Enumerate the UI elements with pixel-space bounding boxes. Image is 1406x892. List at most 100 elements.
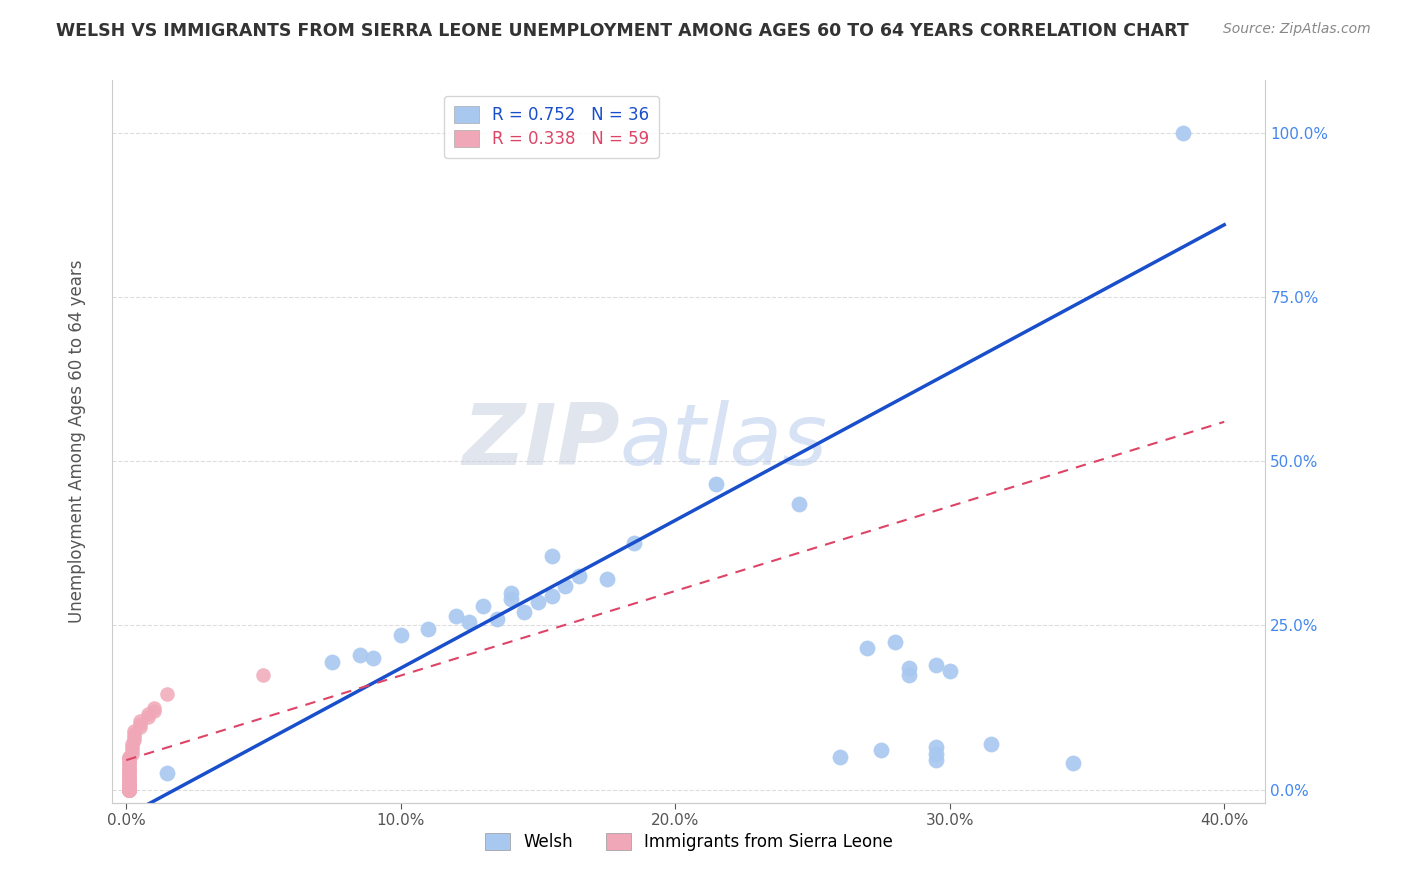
Point — [118, 749, 141, 764]
Point — [389, 628, 412, 642]
Point — [925, 739, 948, 754]
Point — [938, 665, 960, 679]
Point — [118, 782, 141, 797]
Point — [118, 756, 141, 771]
Point — [118, 778, 141, 792]
Point — [925, 753, 948, 767]
Point — [623, 536, 645, 550]
Point — [568, 569, 591, 583]
Point — [118, 764, 141, 779]
Point — [118, 782, 141, 797]
Point — [527, 595, 550, 609]
Point — [252, 667, 274, 681]
Point — [118, 782, 141, 797]
Point — [118, 782, 141, 797]
Point — [156, 766, 179, 780]
Point — [418, 622, 440, 636]
Point — [129, 717, 152, 731]
Point — [118, 751, 141, 765]
Point — [118, 755, 141, 769]
Point — [118, 760, 141, 774]
Point — [118, 768, 141, 782]
Point — [118, 780, 141, 794]
Point — [121, 747, 143, 761]
Point — [121, 739, 143, 754]
Point — [142, 704, 165, 718]
Point — [118, 774, 141, 789]
Point — [897, 661, 920, 675]
Point — [124, 733, 146, 747]
Point — [595, 573, 617, 587]
Point — [118, 772, 141, 787]
Text: Source: ZipAtlas.com: Source: ZipAtlas.com — [1223, 22, 1371, 37]
Point — [121, 743, 143, 757]
Point — [129, 720, 152, 734]
Text: atlas: atlas — [620, 400, 828, 483]
Point — [136, 710, 159, 724]
Point — [118, 782, 141, 797]
Point — [118, 766, 141, 780]
Point — [458, 615, 481, 630]
Point — [925, 747, 948, 761]
Point — [444, 608, 467, 623]
Point — [897, 667, 920, 681]
Point — [554, 579, 576, 593]
Point — [124, 723, 146, 738]
Point — [118, 780, 141, 795]
Point — [856, 641, 879, 656]
Point — [706, 477, 728, 491]
Point — [540, 589, 562, 603]
Point — [118, 782, 141, 797]
Point — [118, 777, 141, 791]
Legend: Welsh, Immigrants from Sierra Leone: Welsh, Immigrants from Sierra Leone — [477, 825, 901, 860]
Point — [118, 782, 141, 797]
Point — [118, 782, 141, 797]
Point — [118, 781, 141, 796]
Point — [828, 749, 851, 764]
Point — [321, 655, 343, 669]
Point — [118, 782, 141, 797]
Point — [118, 782, 141, 797]
Point — [883, 635, 905, 649]
Point — [1062, 756, 1084, 771]
Text: ZIP: ZIP — [463, 400, 620, 483]
Point — [118, 782, 141, 797]
Point — [118, 782, 141, 797]
Point — [118, 757, 141, 772]
Point — [118, 782, 141, 797]
Point — [118, 771, 141, 785]
Point — [118, 762, 141, 776]
Point — [118, 782, 141, 797]
Point — [136, 707, 159, 722]
Point — [118, 782, 141, 797]
Point — [472, 599, 495, 613]
Point — [142, 700, 165, 714]
Point — [980, 737, 1002, 751]
Point — [156, 687, 179, 701]
Point — [118, 780, 141, 794]
Text: WELSH VS IMMIGRANTS FROM SIERRA LEONE UNEMPLOYMENT AMONG AGES 60 TO 64 YEARS COR: WELSH VS IMMIGRANTS FROM SIERRA LEONE UN… — [56, 22, 1189, 40]
Point — [513, 605, 536, 619]
Point — [118, 782, 141, 797]
Point — [787, 497, 810, 511]
Point — [118, 763, 141, 777]
Point — [499, 585, 522, 599]
Point — [118, 782, 141, 797]
Point — [870, 743, 893, 757]
Point — [124, 730, 146, 744]
Point — [485, 612, 508, 626]
Point — [118, 775, 141, 789]
Point — [118, 782, 141, 797]
Point — [124, 727, 146, 741]
Point — [925, 657, 948, 672]
Point — [540, 549, 562, 564]
Point — [499, 592, 522, 607]
Point — [129, 714, 152, 728]
Point — [349, 648, 371, 662]
Point — [118, 753, 141, 767]
Point — [121, 737, 143, 751]
Point — [1171, 126, 1194, 140]
Point — [118, 770, 141, 784]
Point — [118, 782, 141, 797]
Point — [361, 651, 384, 665]
